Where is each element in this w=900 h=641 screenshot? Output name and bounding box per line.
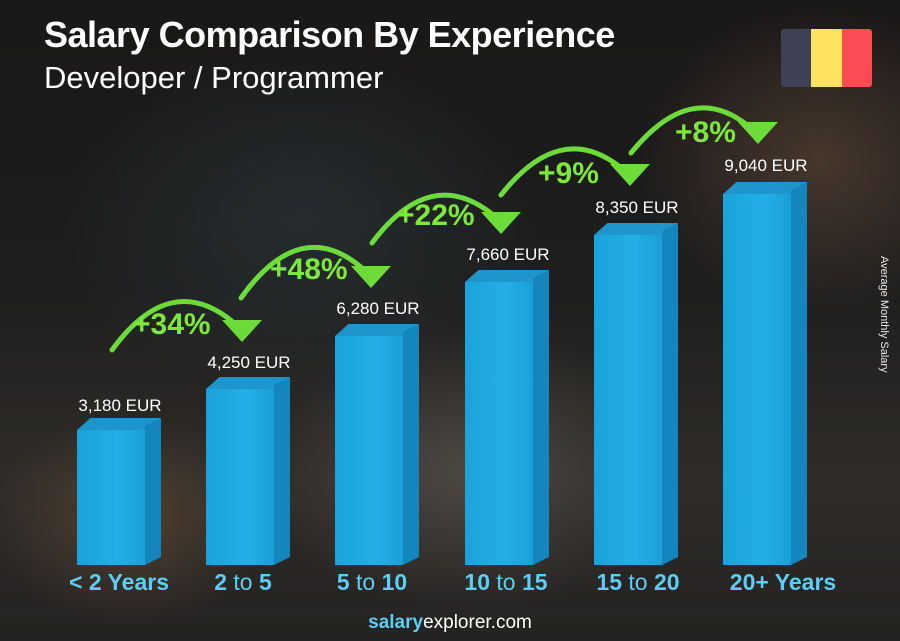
flag-stripe-red	[841, 29, 872, 87]
value-label: 4,250 EUR	[207, 353, 291, 372]
flag-stripe-yellow	[811, 29, 842, 87]
increase-percent: +22%	[397, 199, 475, 232]
bar-10to15	[465, 270, 549, 565]
increase-percent: +9%	[538, 157, 599, 190]
flag-stripe-black	[781, 29, 812, 87]
chart-subtitle: Developer / Programmer	[44, 60, 384, 95]
increase-percent: +34%	[133, 308, 211, 341]
category-label: 20+ Years	[729, 569, 837, 595]
increase-percent: +8%	[675, 116, 736, 149]
value-label: 7,660 EUR	[466, 245, 550, 264]
category-label: 2 to 5	[214, 569, 272, 595]
bar-20plus	[723, 182, 807, 565]
category-label: 5 to 10	[336, 569, 408, 595]
value-label: 3,180 EUR	[78, 396, 162, 415]
y-axis-label: Average Monthly Salary	[878, 256, 890, 373]
chart-title: Salary Comparison By Experience	[44, 14, 615, 55]
value-label: 8,350 EUR	[595, 198, 679, 217]
value-label: 6,280 EUR	[336, 299, 420, 318]
increase-percent: +48%	[270, 253, 348, 286]
bar-15to20	[594, 223, 678, 565]
category-label: < 2 Years	[69, 569, 169, 595]
bar-5to10	[335, 324, 419, 565]
category-label: 10 to 15	[464, 569, 548, 595]
source-link[interactable]: salaryexplorer.com	[368, 612, 532, 633]
category-label: 15 to 20	[596, 569, 680, 595]
bar-lt2	[77, 418, 161, 565]
value-label: 9,040 EUR	[724, 156, 808, 175]
bar-2to5	[206, 377, 290, 565]
belgium-flag-icon	[781, 29, 872, 87]
